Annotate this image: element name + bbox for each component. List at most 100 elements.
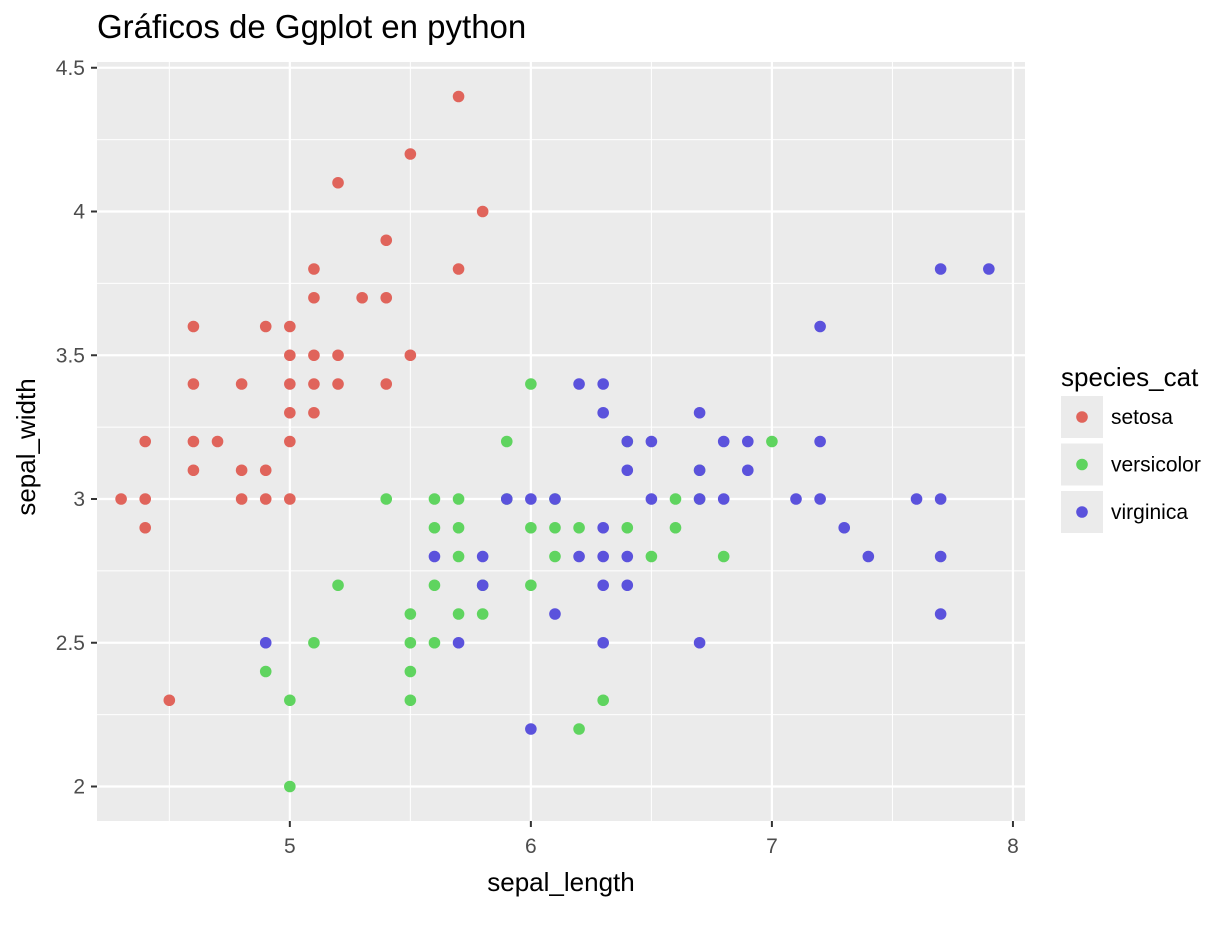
data-point-setosa bbox=[308, 378, 320, 390]
data-point-setosa bbox=[452, 263, 465, 275]
data-point-virginica bbox=[717, 493, 730, 505]
data-point-virginica bbox=[597, 406, 609, 419]
data-point-virginica bbox=[645, 435, 658, 448]
data-point-virginica bbox=[934, 608, 947, 620]
data-point-setosa bbox=[452, 90, 465, 103]
legend-items: setosa versicolor virginica bbox=[1061, 396, 1201, 533]
data-point-setosa bbox=[308, 406, 320, 419]
data-point-virginica bbox=[597, 550, 609, 563]
legend-label-setosa: setosa bbox=[1111, 406, 1173, 429]
data-point-versicolor bbox=[404, 694, 417, 707]
data-point-virginica bbox=[693, 464, 706, 477]
data-point-setosa bbox=[476, 205, 489, 218]
data-point-versicolor bbox=[284, 694, 296, 707]
data-point-virginica bbox=[597, 378, 609, 390]
data-point-virginica bbox=[814, 493, 826, 505]
y-tick-label: 3 bbox=[73, 488, 85, 511]
data-point-versicolor bbox=[476, 608, 489, 620]
data-point-setosa bbox=[115, 493, 127, 505]
data-point-versicolor bbox=[259, 665, 272, 678]
data-point-setosa bbox=[284, 493, 296, 505]
legend-dot-versicolor bbox=[1076, 458, 1088, 471]
data-point-setosa bbox=[332, 176, 344, 189]
data-point-virginica bbox=[597, 636, 609, 649]
data-point-versicolor bbox=[717, 550, 730, 563]
data-point-versicolor bbox=[452, 521, 465, 534]
data-point-virginica bbox=[597, 521, 609, 534]
data-point-versicolor bbox=[669, 521, 682, 534]
data-point-versicolor bbox=[549, 521, 561, 534]
legend-label-virginica: virginica bbox=[1111, 501, 1188, 524]
x-axis-label: sepal_length bbox=[487, 867, 634, 897]
y-tick-label: 4 bbox=[73, 201, 85, 224]
data-point-versicolor bbox=[525, 579, 537, 592]
data-point-virginica bbox=[525, 493, 537, 505]
legend-dot-setosa bbox=[1076, 411, 1088, 423]
data-point-versicolor bbox=[452, 493, 465, 505]
data-point-virginica bbox=[621, 579, 634, 592]
data-point-setosa bbox=[139, 435, 152, 448]
data-point-setosa bbox=[380, 291, 393, 304]
data-point-virginica bbox=[934, 550, 947, 563]
data-point-virginica bbox=[428, 550, 441, 563]
x-tick-label: 7 bbox=[766, 835, 778, 858]
data-point-setosa bbox=[259, 493, 272, 505]
data-point-versicolor bbox=[404, 665, 417, 678]
data-point-versicolor bbox=[380, 493, 393, 505]
data-point-versicolor bbox=[428, 493, 441, 505]
minor-grid bbox=[97, 62, 1025, 821]
data-point-setosa bbox=[284, 406, 296, 419]
data-point-virginica bbox=[476, 579, 489, 592]
x-tick-label: 8 bbox=[1007, 835, 1019, 858]
data-point-virginica bbox=[693, 636, 706, 649]
data-point-virginica bbox=[742, 435, 754, 448]
data-point-versicolor bbox=[452, 608, 465, 620]
data-point-setosa bbox=[284, 435, 296, 448]
data-point-virginica bbox=[814, 320, 826, 333]
x-tick-label: 5 bbox=[284, 835, 296, 858]
data-point-virginica bbox=[934, 263, 947, 275]
data-point-virginica bbox=[910, 493, 923, 505]
data-point-virginica bbox=[597, 579, 609, 592]
data-point-versicolor bbox=[308, 636, 320, 649]
data-point-virginica bbox=[645, 493, 658, 505]
data-point-virginica bbox=[500, 493, 513, 505]
data-point-virginica bbox=[838, 521, 851, 534]
plot-panel bbox=[97, 62, 1025, 821]
data-point-versicolor bbox=[284, 780, 296, 793]
data-point-virginica bbox=[259, 636, 272, 649]
data-point-virginica bbox=[573, 378, 585, 390]
data-point-setosa bbox=[404, 148, 417, 160]
data-point-virginica bbox=[621, 464, 634, 477]
data-point-versicolor bbox=[669, 493, 682, 505]
data-point-setosa bbox=[235, 493, 248, 505]
data-point-virginica bbox=[983, 263, 995, 275]
data-point-setosa bbox=[332, 378, 344, 390]
y-tick-label: 2.5 bbox=[56, 632, 85, 655]
data-point-setosa bbox=[187, 435, 200, 448]
data-point-virginica bbox=[742, 464, 754, 477]
y-tick-label: 3.5 bbox=[56, 344, 85, 367]
data-point-setosa bbox=[308, 349, 320, 362]
data-point-virginica bbox=[621, 550, 634, 563]
data-point-setosa bbox=[187, 378, 200, 390]
data-points bbox=[115, 90, 995, 793]
x-tick-label: 6 bbox=[525, 835, 537, 858]
data-point-setosa bbox=[235, 378, 248, 390]
data-point-versicolor bbox=[332, 579, 344, 592]
data-point-setosa bbox=[187, 320, 200, 333]
y-tick-label: 2 bbox=[73, 776, 85, 799]
data-point-versicolor bbox=[428, 579, 441, 592]
data-point-virginica bbox=[790, 493, 802, 505]
legend-title: species_cat bbox=[1061, 362, 1199, 392]
data-point-setosa bbox=[259, 464, 272, 477]
data-point-virginica bbox=[549, 493, 561, 505]
data-point-setosa bbox=[235, 464, 248, 477]
data-point-virginica bbox=[814, 435, 826, 448]
data-point-virginica bbox=[452, 636, 465, 649]
data-point-virginica bbox=[862, 550, 875, 563]
data-point-versicolor bbox=[645, 550, 658, 563]
legend-label-versicolor: versicolor bbox=[1111, 454, 1201, 477]
